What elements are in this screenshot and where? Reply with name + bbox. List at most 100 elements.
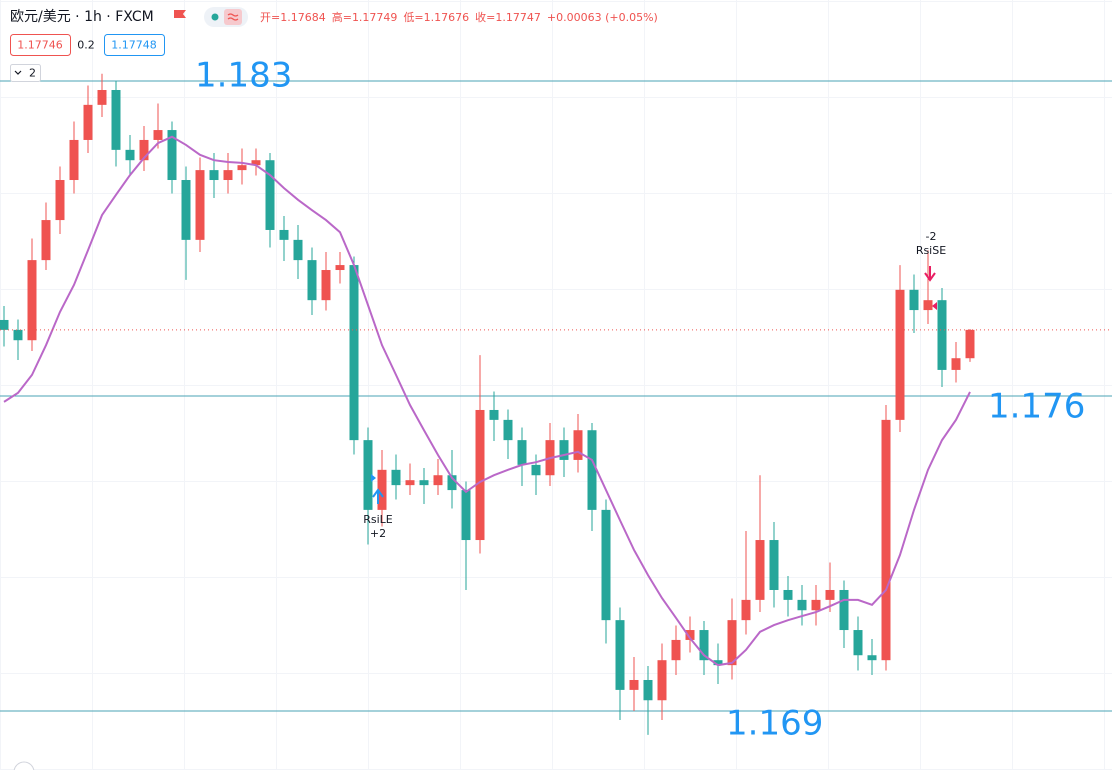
chevron-icon (14, 70, 22, 75)
candle-body (573, 430, 583, 460)
candle-body (433, 475, 443, 486)
candle-body (265, 160, 275, 230)
candle-body (335, 265, 345, 271)
header: 欧元/美元 · 1h · FXCM 开=1.17684 高=1.17749 低=1.… (10, 7, 658, 82)
candle-body (671, 639, 681, 661)
candle-body (293, 239, 303, 261)
ohlc-value: 1.17684 (280, 11, 326, 24)
level-label: 1.169 (726, 704, 823, 744)
candle-body (489, 409, 499, 420)
moving-average-line (3, 135, 971, 667)
level-label: 1.176 (988, 387, 1085, 427)
candle-body (27, 260, 37, 341)
candle-body (41, 220, 51, 261)
long-signal-qty: +2 (370, 527, 386, 540)
short-signal-name: RsiSE (916, 244, 946, 257)
bid-box[interactable] (10, 34, 71, 56)
candle-body (923, 300, 933, 311)
candle-body (937, 300, 947, 370)
candle-body (587, 430, 597, 510)
candle-body (237, 165, 247, 171)
candle-body (181, 180, 191, 240)
candle-body (615, 620, 625, 690)
indicator-count: 2 (29, 67, 36, 80)
candle-body (531, 464, 541, 476)
candle-body (0, 319, 9, 330)
candle-body (867, 655, 877, 661)
candle-body (503, 419, 513, 441)
candle-body (279, 229, 289, 240)
short-marker (932, 302, 937, 310)
ohlc-label: 高= (332, 10, 352, 24)
candle-body (909, 289, 919, 311)
indicator-toggle[interactable] (10, 64, 41, 82)
candle-body (699, 630, 709, 661)
candle-body (391, 469, 401, 486)
candle-body (223, 170, 233, 181)
candle-body (349, 265, 359, 441)
candle-body (195, 170, 205, 240)
candle-body (685, 630, 695, 640)
ohlc-label: 收= (475, 10, 495, 24)
ohlc-label: 低= (403, 11, 423, 24)
candle-body (629, 679, 639, 690)
candle-body (111, 90, 121, 150)
candle-body (713, 660, 723, 666)
candle-body (139, 139, 149, 161)
candle-body (363, 440, 373, 510)
candle-body (895, 289, 905, 420)
candle-body (251, 160, 261, 166)
candle-body (965, 329, 975, 359)
ohlc-label: 开= (260, 11, 280, 24)
candle-body (601, 509, 611, 621)
candle-body (783, 589, 793, 600)
candle-body (881, 419, 891, 661)
status-dot (211, 13, 219, 21)
ask-box[interactable] (104, 34, 165, 56)
candle-body (951, 358, 961, 370)
candle-body (97, 90, 107, 105)
bid-price: 1.17746 (17, 39, 63, 52)
candle-body (447, 475, 457, 491)
candle-body (741, 599, 751, 621)
ohlc-legend: 开=1.17684 高=1.17749 低=1.17676 收=1.17747 +0.0… (260, 10, 658, 24)
candle-body (419, 480, 429, 486)
short-signal-qty: -2 (926, 230, 937, 243)
plot-area: 1.183 1.176 1.169 (0, 56, 1112, 744)
candle-body (657, 660, 667, 701)
candle-body (825, 589, 835, 600)
scroll-button[interactable] (13, 761, 35, 770)
candle-body (55, 180, 65, 221)
candle-body (727, 620, 737, 666)
candle-body (559, 440, 569, 460)
spread: 0.2 (77, 39, 95, 52)
candle-body (853, 630, 863, 656)
symbol-title[interactable]: 欧元/美元 · 1h · FXCM (10, 9, 154, 25)
candle-body (167, 130, 177, 181)
candle-body (83, 104, 93, 140)
candle-body (405, 480, 415, 486)
ohlc-value: 1.17749 (352, 11, 398, 24)
flag-icon[interactable] (174, 10, 186, 18)
ohlc-value: 1.17747 (495, 11, 541, 24)
long-marker (371, 474, 376, 482)
long-signal-name: RsiLE (363, 513, 393, 526)
candle-body (755, 540, 765, 600)
delay-badge (224, 9, 242, 25)
ohlc-value: 1.17676 (424, 11, 470, 24)
ohlc-change: +0.00063 (+0.05%) (547, 11, 658, 24)
long-arrow (372, 488, 384, 504)
candle-body (307, 260, 317, 301)
candle-body (811, 599, 821, 611)
candle-body (125, 149, 135, 161)
candle-body (839, 589, 849, 631)
candle-body (769, 540, 779, 590)
candle-body (475, 409, 485, 541)
candle-body (153, 130, 163, 140)
candle-body (643, 679, 653, 701)
ask-price: 1.17748 (111, 39, 157, 52)
level-label: 1.183 (195, 56, 292, 96)
candle-body (461, 490, 471, 541)
candle-body (517, 440, 527, 465)
